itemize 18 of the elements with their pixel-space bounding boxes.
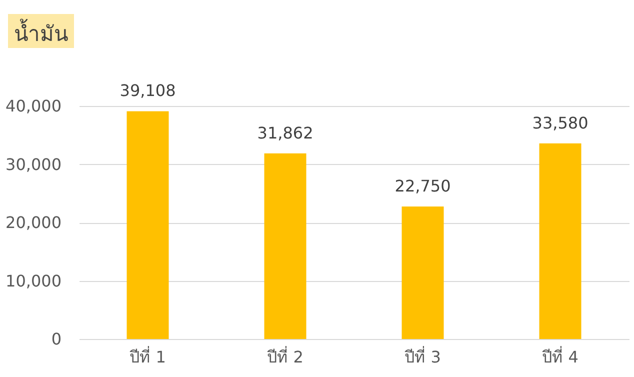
data-label: 39,108 bbox=[120, 81, 176, 100]
bar bbox=[539, 143, 582, 339]
data-label: 22,750 bbox=[394, 176, 451, 196]
x-tick-label: ปีที่ 2 bbox=[267, 346, 304, 366]
y-tick-label: 30,000 bbox=[6, 154, 62, 174]
x-tick-label: ปีที่ 3 bbox=[404, 346, 441, 366]
bar bbox=[402, 206, 444, 339]
x-tick-label: ปีที่ 4 bbox=[542, 346, 578, 366]
y-tick-label: 40,000 bbox=[6, 96, 62, 116]
bar bbox=[264, 153, 306, 339]
y-tick-label: 20,000 bbox=[6, 213, 62, 232]
y-tick-label: 0 bbox=[51, 330, 62, 348]
x-tick-label: ปีที่ 1 bbox=[130, 346, 166, 366]
data-label: 31,862 bbox=[257, 123, 314, 142]
bar bbox=[126, 111, 169, 339]
y-tick-label: 10,000 bbox=[6, 271, 62, 290]
data-label: 33,580 bbox=[532, 113, 588, 132]
chart-title: น้ำมัน bbox=[8, 14, 74, 53]
